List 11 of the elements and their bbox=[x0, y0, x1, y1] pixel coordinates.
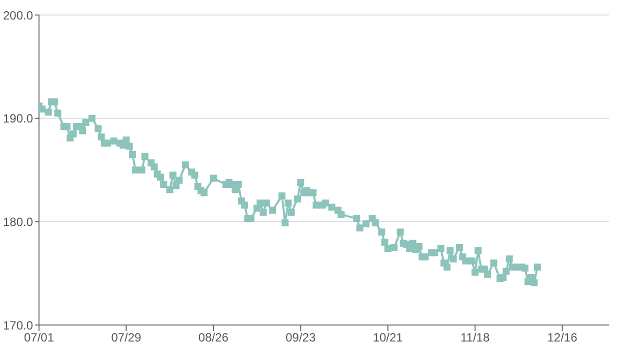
y-tick-label: 180.0 bbox=[2, 214, 34, 229]
y-tick-label: 190.0 bbox=[2, 112, 34, 126]
y-tick-label: 200.0 bbox=[2, 8, 34, 22]
x-tick-label: 10/21 bbox=[372, 330, 404, 345]
x-tick-label: 11/18 bbox=[460, 330, 490, 345]
y-tick-label: 170.0 bbox=[2, 318, 34, 332]
x-tick-label: 09/23 bbox=[286, 330, 316, 345]
x-tick-label: 07/01 bbox=[24, 330, 54, 345]
x-tick-label: 12/16 bbox=[547, 330, 578, 345]
x-tick-label: 07/29 bbox=[111, 330, 142, 345]
x-tick-label: 08/26 bbox=[198, 330, 229, 345]
